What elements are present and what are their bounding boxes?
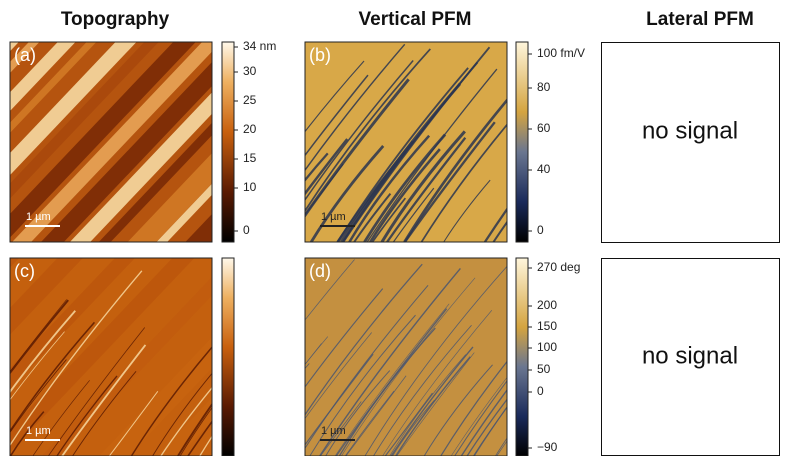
- colorbar-tick-label: 15: [243, 151, 257, 165]
- column-title: Topography: [61, 9, 170, 30]
- colorbar-tick-label: 0: [537, 384, 544, 398]
- texture: [210, 377, 269, 456]
- panel-label: (d): [309, 261, 331, 281]
- texture: [231, 393, 278, 456]
- texture: [256, 196, 290, 242]
- colorbar: [222, 42, 234, 242]
- colorbar-tick-label: 80: [537, 80, 551, 94]
- no-signal-text: no signal: [642, 117, 738, 144]
- texture: [0, 357, 1, 456]
- colorbar-tick-label: 200: [537, 298, 557, 312]
- colorbar: [516, 258, 528, 456]
- colorbar-tick-label: 270 deg: [537, 260, 580, 274]
- colorbar: [222, 258, 234, 456]
- no-signal-text: no signal: [642, 342, 738, 369]
- colorbar-tick-label: 50: [537, 362, 551, 376]
- colorbar-tick-label: 100 fm/V: [537, 46, 585, 60]
- colorbar-tick-label: 20: [243, 122, 257, 136]
- colorbar-tick-label: 60: [537, 121, 551, 135]
- column-title: Vertical PFM: [359, 9, 472, 30]
- scale-bar-label: 1 µm: [321, 425, 346, 437]
- colorbar-tick-label: 100: [537, 340, 557, 354]
- colorbar: [516, 42, 528, 242]
- colorbar-tick-label: 0: [243, 223, 250, 237]
- texture: [224, 145, 297, 242]
- texture: [495, 319, 598, 456]
- texture: [206, 338, 294, 456]
- colorbar-tick-label: 150: [537, 319, 557, 333]
- scale-bar-label: 1 µm: [321, 211, 346, 223]
- panel-label: (a): [14, 45, 36, 65]
- scale-bar-label: 1 µm: [26, 425, 51, 437]
- colorbar-tick-label: 25: [243, 93, 257, 107]
- pfm-phase-image: [206, 258, 623, 456]
- texture: [240, 364, 309, 457]
- colorbar-tick-label: 10: [243, 180, 257, 194]
- panel-label: (b): [309, 45, 331, 65]
- figure: Topography Vertical PFM Lateral PFM no s…: [0, 0, 789, 456]
- colorbar-tick-label: 0: [537, 223, 544, 237]
- column-title: Lateral PFM: [646, 9, 754, 30]
- colorbar-tick-label: 40: [537, 162, 551, 176]
- panel-label: (c): [14, 261, 35, 281]
- texture: [256, 416, 286, 456]
- colorbar-tick-label: −90: [537, 440, 558, 454]
- texture: [246, 166, 303, 242]
- pfm-amplitude-image: [212, 42, 618, 242]
- colorbar-tick-label: 34 nm: [243, 39, 276, 53]
- texture: [200, 334, 292, 456]
- scale-bar-label: 1 µm: [26, 211, 51, 223]
- colorbar-tick-label: 30: [243, 64, 257, 78]
